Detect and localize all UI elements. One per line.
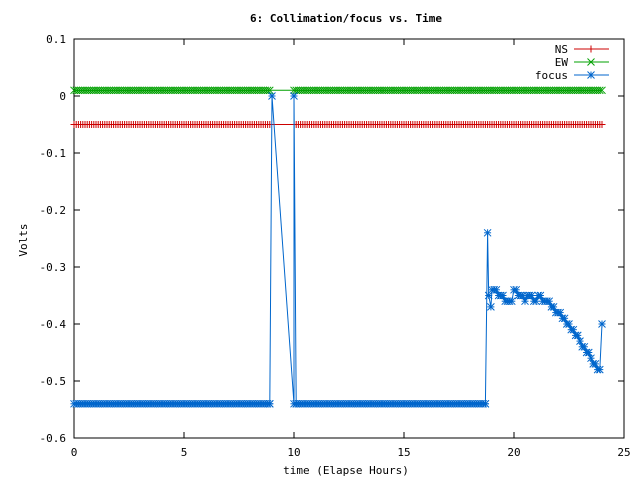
data-point-focus [598,320,606,328]
data-point-focus [595,365,604,374]
legend-label-NS: NS [555,43,568,56]
x-tick-label: 15 [397,446,410,459]
data-point-focus [268,92,276,100]
y-tick-label: -0.4 [40,318,67,331]
plot-area [73,38,625,439]
data-point-focus [487,303,495,311]
x-tick-label: 5 [181,446,188,459]
y-tick-label: -0.5 [40,375,67,388]
y-tick-label: -0.2 [40,204,67,217]
data-point-EW [595,86,604,95]
y-tick-label: 0.1 [46,33,66,46]
series-focus [70,92,606,408]
y-tick-label: -0.3 [40,261,67,274]
legend-marker-focus [587,71,595,79]
series-NS [70,121,606,128]
x-tick-label: 25 [617,446,630,459]
x-tick-label: 20 [507,446,520,459]
legend-label-focus: focus [535,69,568,82]
data-point-EW [263,86,272,95]
y-axis-label: Volts [17,223,30,256]
series-EW [70,86,606,95]
x-axis-label: time (Elapse Hours) [283,464,409,477]
data-point-focus [483,228,492,237]
data-point-EW [598,86,606,95]
axes: 0 5 10 15 20 25 0.1 0 -0.1 -0.2 -0.3 -0.4 -0.5 -0.6 [40,33,631,459]
data-point-focus [290,92,298,100]
legend-label-EW: EW [555,56,569,69]
y-tick-label: -0.1 [40,147,67,160]
x-tick-label: 10 [287,446,300,459]
data-point-focus [481,399,490,408]
series-line-focus [74,95,603,405]
data-point-focus [265,399,274,408]
plot-frame [73,38,625,439]
series-layer [70,86,606,408]
data-point-focus [507,297,516,306]
data-point-NS [598,121,606,128]
legend-marker-EW [587,58,595,66]
y-tick-label: -0.6 [40,432,67,445]
data-point-focus [492,285,501,294]
legend-marker-NS [587,45,595,53]
y-tick-label: 0 [59,90,66,103]
chart-title: 6: Collimation/focus vs. Time [250,12,442,25]
x-tick-label: 0 [71,446,78,459]
